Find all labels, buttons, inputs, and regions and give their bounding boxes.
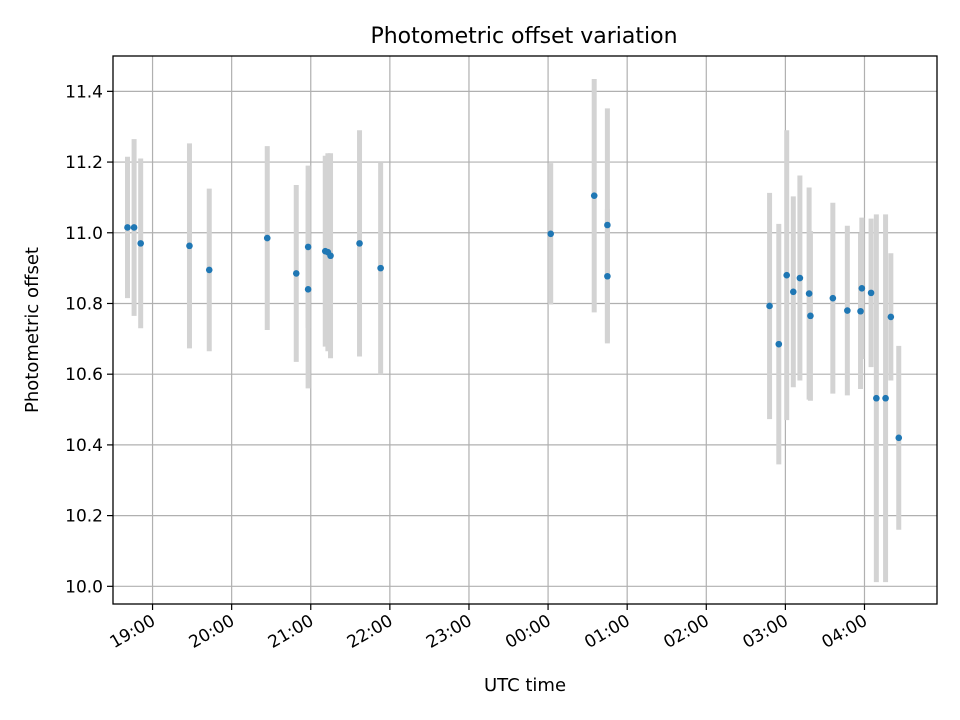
x-tick-label: 01:00 bbox=[581, 611, 633, 653]
data-point bbox=[377, 264, 384, 272]
data-point bbox=[873, 394, 880, 402]
data-point bbox=[604, 272, 611, 280]
data-point bbox=[547, 230, 555, 238]
data-point bbox=[796, 274, 804, 282]
data-point bbox=[775, 340, 783, 348]
data-point bbox=[356, 240, 363, 247]
point-layer bbox=[124, 192, 903, 442]
y-tick-label: 11.4 bbox=[65, 82, 103, 102]
data-point bbox=[805, 290, 813, 297]
data-point bbox=[292, 270, 300, 277]
y-tick-label: 11.2 bbox=[65, 153, 103, 173]
data-point bbox=[124, 224, 131, 231]
y-tick-label: 10.6 bbox=[65, 365, 103, 385]
x-tick-label: 04:00 bbox=[819, 611, 871, 653]
grid-layer bbox=[113, 56, 937, 604]
data-point bbox=[844, 307, 851, 314]
data-point bbox=[783, 271, 791, 279]
data-point bbox=[263, 234, 271, 242]
y-tick-label: 10.0 bbox=[65, 577, 103, 597]
y-tick-label: 10.8 bbox=[65, 294, 103, 314]
x-tick-label: 21:00 bbox=[265, 611, 317, 653]
data-point bbox=[304, 243, 312, 251]
data-point bbox=[604, 221, 611, 229]
x-axis-label: UTC time bbox=[484, 675, 566, 696]
data-point bbox=[882, 394, 889, 402]
data-point bbox=[789, 288, 797, 296]
data-point bbox=[590, 192, 598, 199]
data-point bbox=[186, 242, 193, 250]
x-tick-label: 22:00 bbox=[344, 611, 396, 653]
data-point bbox=[327, 252, 334, 260]
x-tick-label: 20:00 bbox=[186, 611, 238, 653]
data-point bbox=[857, 307, 864, 315]
data-point bbox=[766, 302, 773, 310]
data-point bbox=[137, 240, 144, 247]
x-tick-label: 19:00 bbox=[107, 611, 159, 653]
data-point bbox=[205, 266, 213, 274]
x-tick-label: 02:00 bbox=[660, 611, 712, 653]
chart-title: Photometric offset variation bbox=[370, 24, 677, 49]
y-tick-label: 11.0 bbox=[65, 224, 103, 244]
plot-frame bbox=[112, 55, 938, 605]
x-tick-label: 03:00 bbox=[739, 611, 791, 653]
y-axis: 10.0 10.2 10.4 10.6 10.8 11.0 11.2 11.4 bbox=[65, 82, 113, 597]
data-point bbox=[304, 286, 312, 293]
x-axis: 19:00 20:00 21:00 22:00 23:00 00:00 01:00 02:00… bbox=[107, 604, 871, 653]
data-point bbox=[130, 224, 138, 231]
data-point bbox=[858, 284, 866, 292]
y-tick-label: 10.2 bbox=[65, 507, 103, 527]
data-point bbox=[867, 289, 875, 297]
y-tick-label: 10.4 bbox=[65, 436, 103, 456]
y-axis-label: Photometric offset bbox=[22, 247, 43, 413]
data-point bbox=[829, 294, 837, 302]
x-tick-label: 00:00 bbox=[502, 611, 554, 653]
errorbar-layer bbox=[125, 78, 902, 583]
data-point bbox=[807, 312, 814, 320]
data-point bbox=[887, 313, 895, 321]
x-tick-label: 23:00 bbox=[423, 611, 475, 653]
data-point bbox=[895, 434, 903, 442]
